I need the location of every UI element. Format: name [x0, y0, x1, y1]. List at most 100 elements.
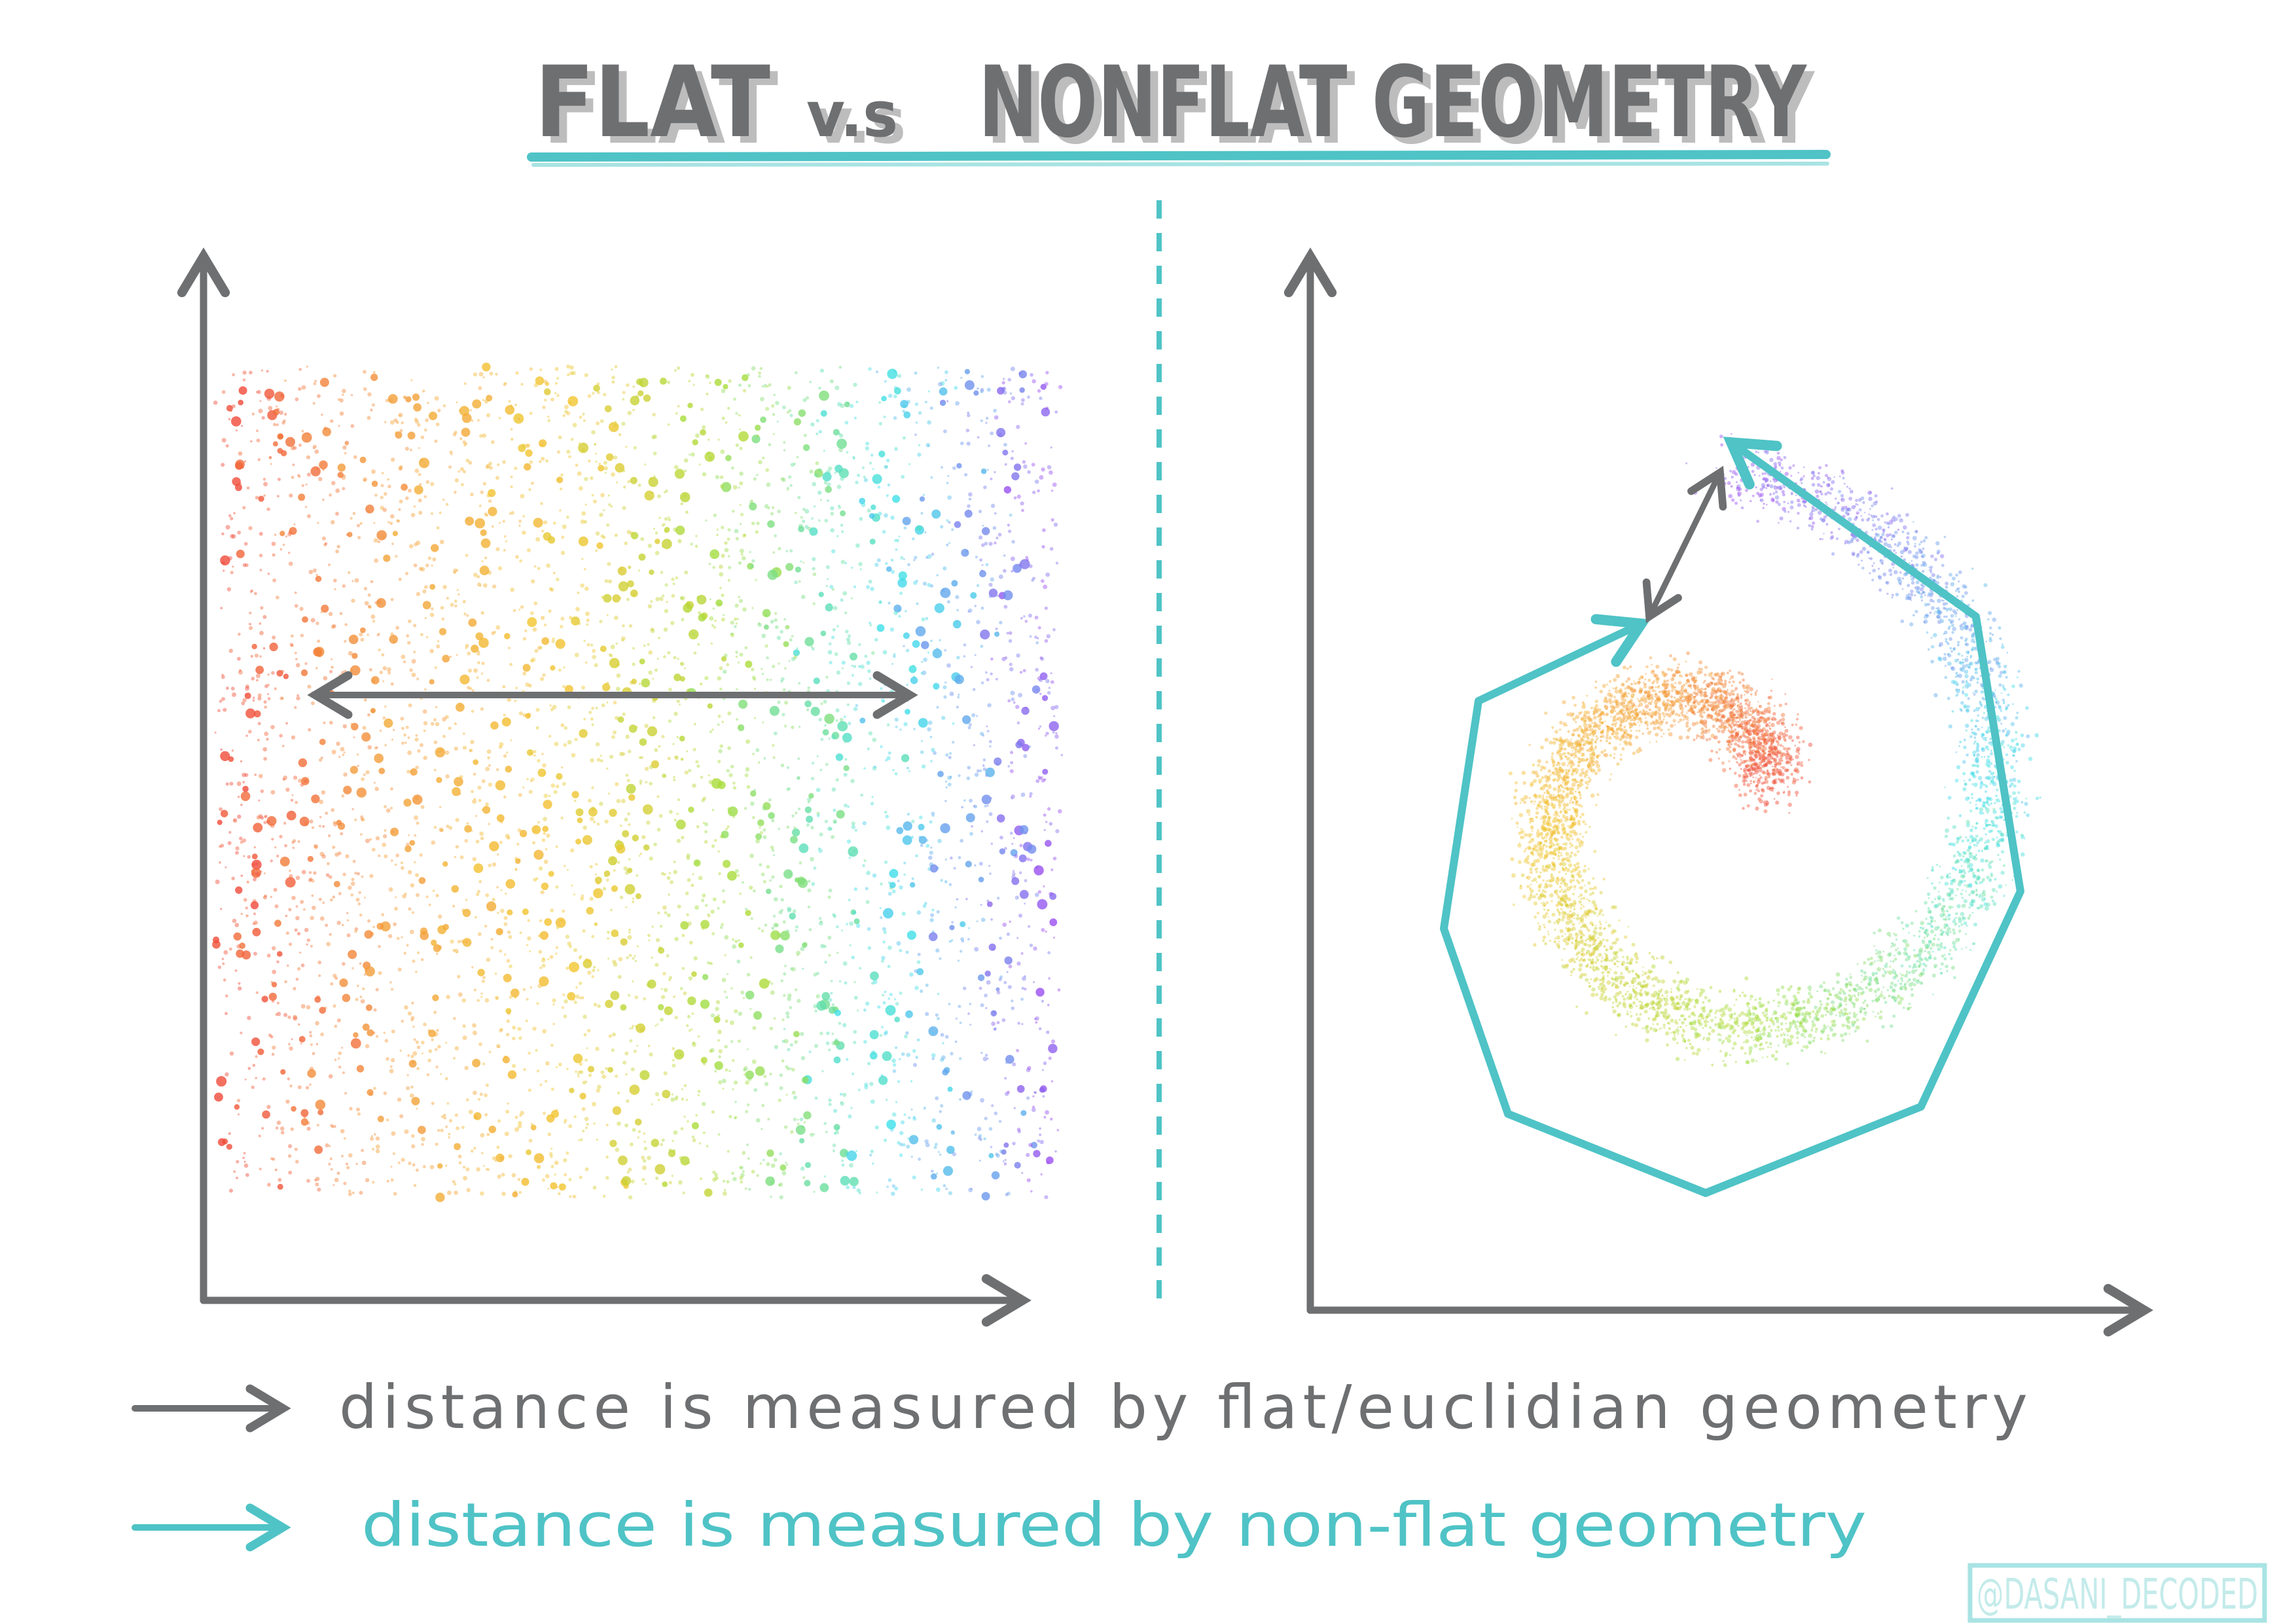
scatter-dot — [281, 421, 285, 425]
scatter-dot — [266, 370, 269, 373]
scatter-dot — [1725, 1023, 1731, 1027]
scatter-dot — [558, 1183, 566, 1191]
scatter-dot — [946, 482, 949, 484]
scatter-dot — [824, 961, 827, 964]
scatter-dot — [473, 573, 478, 577]
scatter-dot — [296, 694, 299, 697]
scatter-dot — [1035, 988, 1045, 997]
scatter-dot — [298, 368, 302, 371]
scatter-dot — [889, 627, 895, 632]
scatter-dot — [603, 509, 605, 512]
scatter-dot — [1831, 552, 1835, 556]
scatter-dot — [433, 944, 441, 952]
scatter-dot — [436, 644, 440, 649]
scatter-dot — [897, 1141, 901, 1145]
scatter-dot — [537, 1164, 541, 1169]
scatter-dot — [734, 529, 739, 533]
scatter-dot — [415, 873, 420, 878]
scatter-dot — [457, 974, 461, 979]
scatter-dot — [547, 536, 556, 544]
scatter-dot — [513, 413, 524, 424]
scatter-dot — [724, 990, 726, 993]
scatter-dot — [722, 900, 726, 904]
scatter-dot — [231, 749, 234, 752]
scatter-dot — [310, 944, 313, 948]
scatter-dot — [500, 889, 503, 891]
scatter-dot — [832, 1149, 836, 1152]
scatter-dot — [903, 411, 911, 419]
scatter-dot — [577, 1075, 580, 1078]
scatter-dot — [525, 443, 529, 448]
scatter-dot — [772, 413, 776, 416]
scatter-dot — [537, 984, 542, 988]
scatter-dot — [999, 975, 1003, 979]
scatter-dot — [952, 722, 955, 725]
scatter-dot — [728, 1069, 731, 1073]
scatter-dot — [666, 1096, 669, 1099]
scatter-dot — [1045, 732, 1049, 736]
scatter-dot — [630, 476, 637, 484]
scatter-dot — [766, 1149, 774, 1157]
scatter-dot — [991, 1022, 996, 1026]
scatter-dot — [247, 855, 251, 859]
scatter-dot — [700, 407, 704, 412]
scatter-dot — [776, 567, 779, 570]
scatter-dot — [755, 530, 759, 534]
scatter-dot — [359, 456, 367, 463]
scatter-dot — [252, 872, 256, 876]
scatter-dot — [587, 959, 592, 963]
scatter-dot — [255, 872, 260, 876]
scatter-dot — [409, 668, 413, 672]
scatter-dot — [344, 440, 350, 445]
scatter-dot — [315, 573, 318, 577]
scatter-dot — [1861, 560, 1863, 562]
scatter-dot — [387, 934, 393, 938]
scatter-dot — [583, 825, 587, 830]
scatter-dot — [1580, 904, 1583, 906]
scatter-dot — [544, 918, 552, 926]
scatter-dot — [824, 819, 828, 823]
scatter-dot — [499, 840, 503, 844]
scatter-dot — [597, 1084, 601, 1090]
scatter-dot — [742, 997, 745, 999]
scatter-dot — [482, 1165, 485, 1168]
scatter-dot — [1016, 1128, 1021, 1132]
scatter-dot — [413, 1038, 416, 1041]
scatter-dot — [707, 961, 710, 965]
scatter-dot — [491, 631, 495, 635]
scatter-dot — [580, 897, 584, 901]
scatter-dot — [643, 844, 650, 851]
scatter-dot — [1629, 986, 1631, 988]
scatter-dot — [745, 990, 755, 1000]
scatter-dot — [923, 1107, 927, 1110]
scatter-dot — [389, 1065, 393, 1068]
scatter-dot — [1050, 1039, 1056, 1044]
scatter-dot — [759, 978, 770, 989]
scatter-dot — [454, 1183, 457, 1186]
scatter-dot — [360, 817, 364, 821]
scatter-dot — [781, 713, 785, 717]
scatter-dot — [749, 956, 753, 959]
scatter-dot — [895, 539, 900, 543]
scatter-dot — [916, 1038, 920, 1042]
scatter-dot — [242, 772, 246, 777]
scatter-dot — [804, 806, 812, 813]
scatter-dot — [980, 1097, 984, 1103]
scatter-dot — [846, 1058, 849, 1061]
scatter-dot — [795, 925, 798, 929]
scatter-dot — [535, 376, 545, 385]
scatter-dot — [535, 1048, 538, 1052]
scatter-dot — [1034, 615, 1039, 620]
scatter-dot — [1742, 678, 1746, 682]
scatter-dot — [677, 404, 680, 408]
scatter-dot — [309, 1034, 313, 1038]
scatter-dot — [823, 700, 827, 704]
scatter-dot — [579, 416, 583, 419]
scatter-dot — [829, 1006, 836, 1014]
scatter-dot — [780, 908, 783, 912]
scatter-dot — [298, 1036, 306, 1043]
scatter-dot — [725, 1068, 728, 1072]
scatter-dot — [378, 649, 381, 652]
scatter-dot — [410, 1018, 414, 1022]
scatter-dot — [770, 512, 774, 516]
